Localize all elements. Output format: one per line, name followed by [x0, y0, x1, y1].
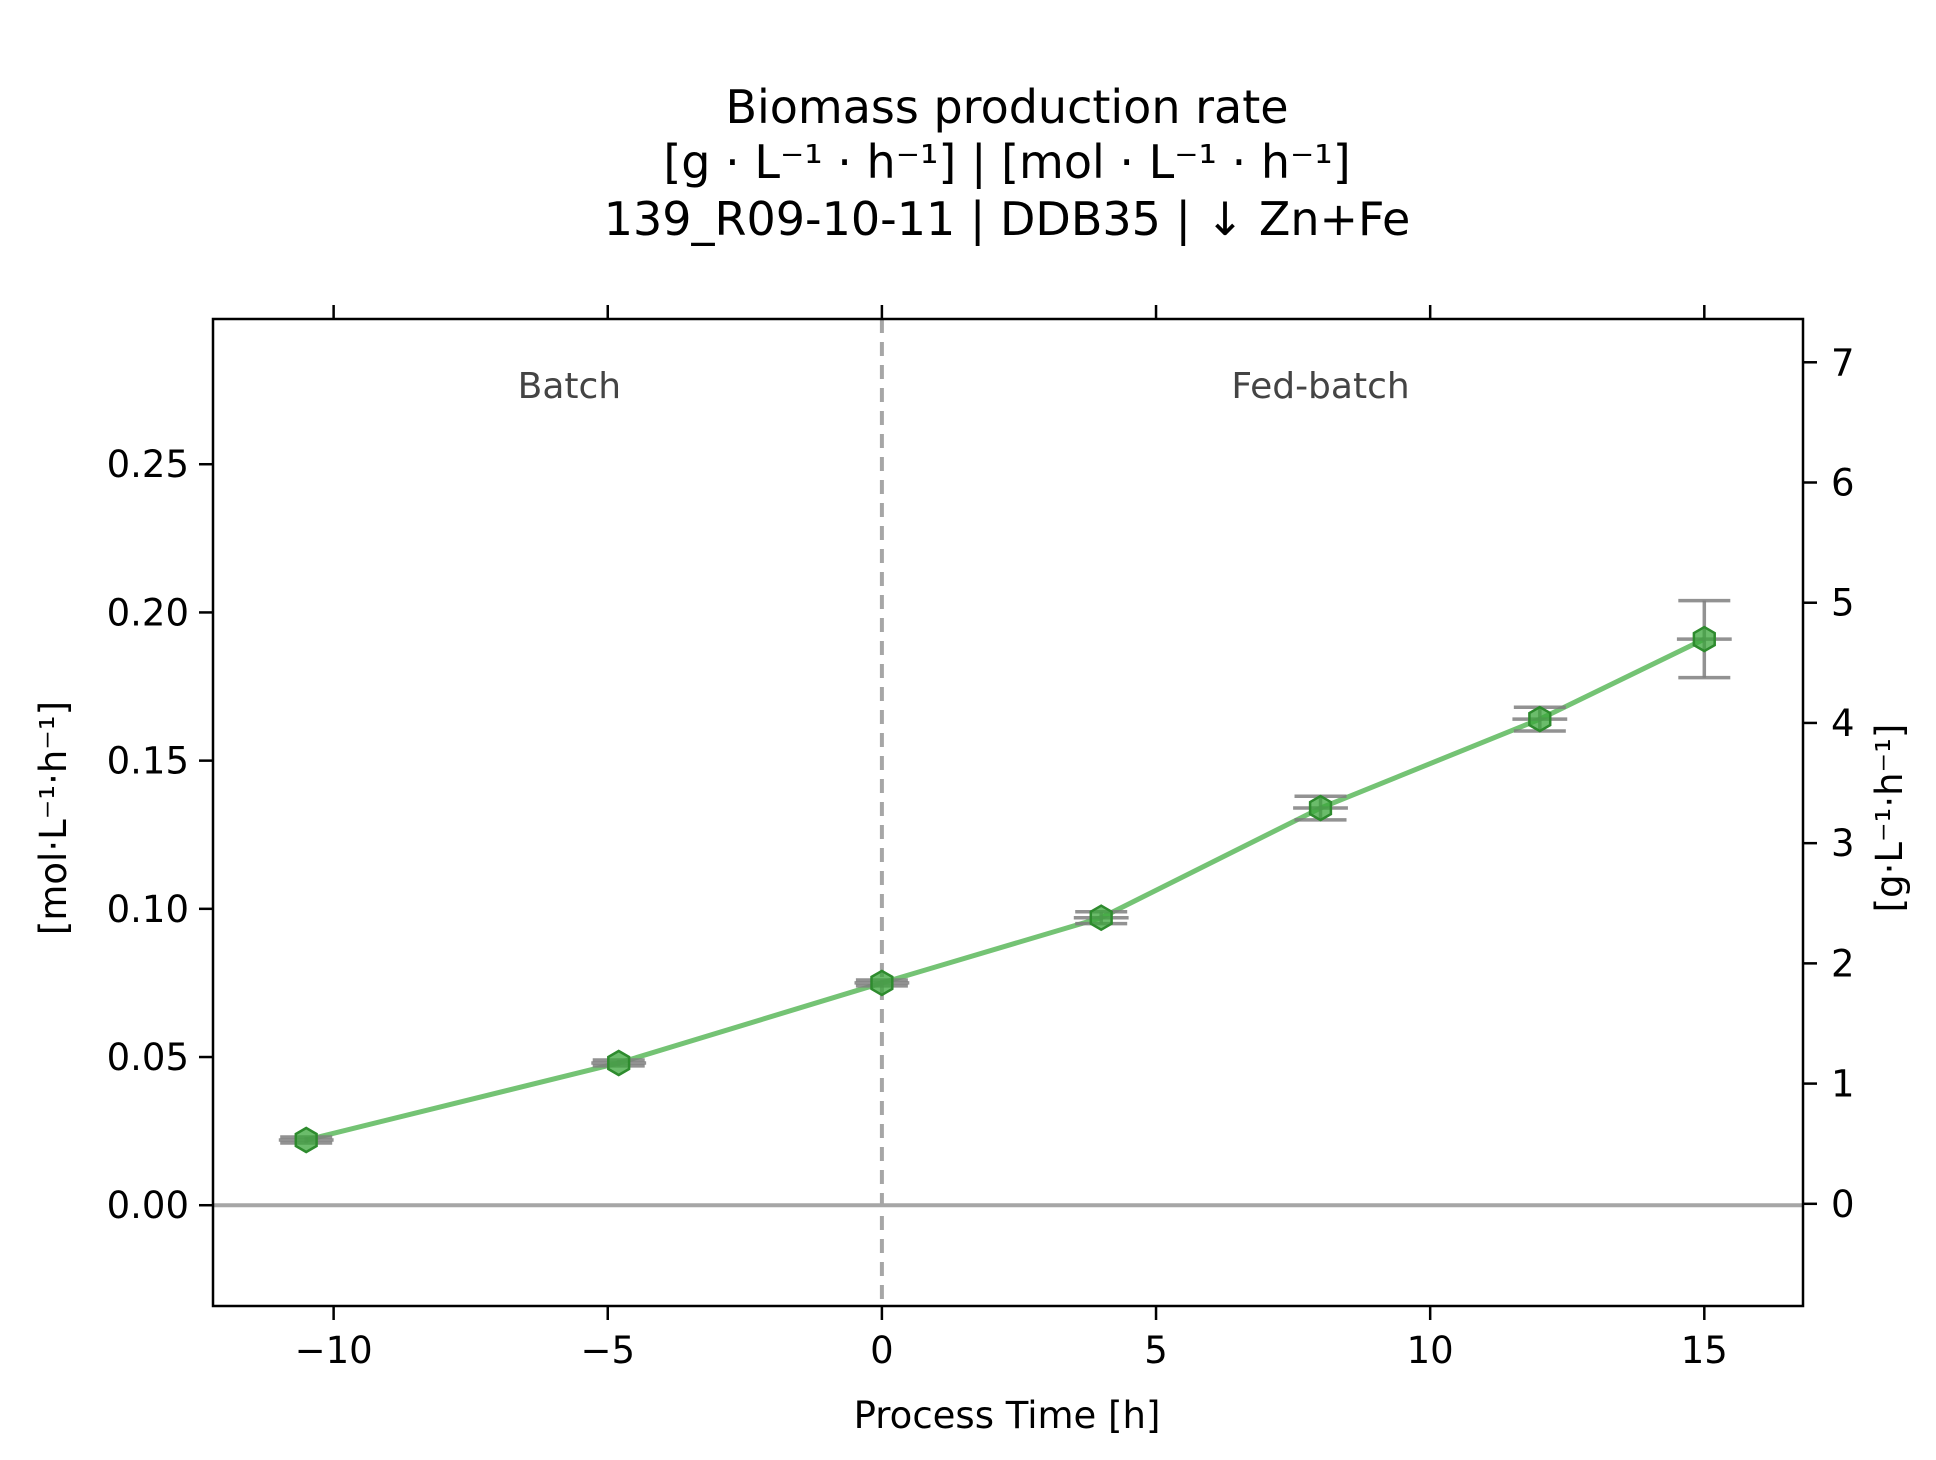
plot-area: Batch Fed-batch: [213, 319, 1803, 1306]
y-left-tick-label: 0.05: [107, 1036, 189, 1079]
data-point: [1528, 705, 1552, 733]
x-tick-label: −5: [580, 1329, 635, 1372]
y-left-tick-label: 0.10: [107, 888, 189, 931]
y-right-tick-label: 4: [1831, 702, 1855, 745]
chart-title-line-2: [g · L⁻¹ · h⁻¹] | [mol · L⁻¹ · h⁻¹]: [663, 135, 1350, 190]
data-point: [870, 969, 894, 997]
y-right-tick-label: 7: [1831, 341, 1855, 384]
y-left-tick-label: 0.15: [107, 740, 189, 783]
y-right-tick-label: 6: [1831, 461, 1855, 504]
plot-frame: [211, 317, 1805, 1308]
x-axis-label: Process Time [h]: [854, 1394, 1161, 1437]
data-point: [1308, 794, 1333, 822]
x-tick-label: 10: [1407, 1329, 1454, 1372]
chart-title: Biomass production rate [g · L⁻¹ · h⁻¹] …: [604, 80, 1411, 247]
y-axis-right-label: [g·L⁻¹·h⁻¹]: [1868, 724, 1911, 913]
y-right-tick-label: 0: [1831, 1183, 1855, 1226]
y-right-tick-label: 5: [1831, 582, 1855, 625]
series-line: [305, 636, 1706, 1143]
axes: −10 −5 0 5 10 15 0.00 0.05 0.10 0.15 0.20 0.25 0 1 2 3 4…: [107, 305, 1855, 1372]
x-tick-label: 15: [1681, 1329, 1728, 1372]
data-point: [1692, 625, 1716, 653]
y-right-tick-label: 2: [1831, 942, 1855, 985]
x-tick-label: 5: [1144, 1329, 1168, 1372]
x-tick-label: 0: [870, 1329, 894, 1372]
y-left-tick-label: 0.25: [107, 443, 189, 486]
data-point: [1089, 904, 1113, 932]
y-right-tick-label: 3: [1831, 822, 1855, 865]
phase-label-0: Batch: [518, 366, 621, 407]
y-right-tick-label: 1: [1831, 1063, 1855, 1106]
chart-title-line-1: Biomass production rate: [725, 80, 1288, 134]
y-left-tick-label: 0.20: [107, 591, 189, 634]
data-point: [294, 1126, 318, 1154]
y-left-tick-label: 0.00: [107, 1184, 189, 1227]
phase-label-1: Fed-batch: [1231, 366, 1409, 407]
x-tick-label: −10: [295, 1329, 373, 1372]
chart-title-line-3: 139_R09-10-11 | DDB35 | ↓ Zn+Fe: [604, 192, 1411, 247]
data-point: [607, 1049, 631, 1077]
y-axis-left-label: [mol·L⁻¹·h⁻¹]: [32, 701, 75, 935]
